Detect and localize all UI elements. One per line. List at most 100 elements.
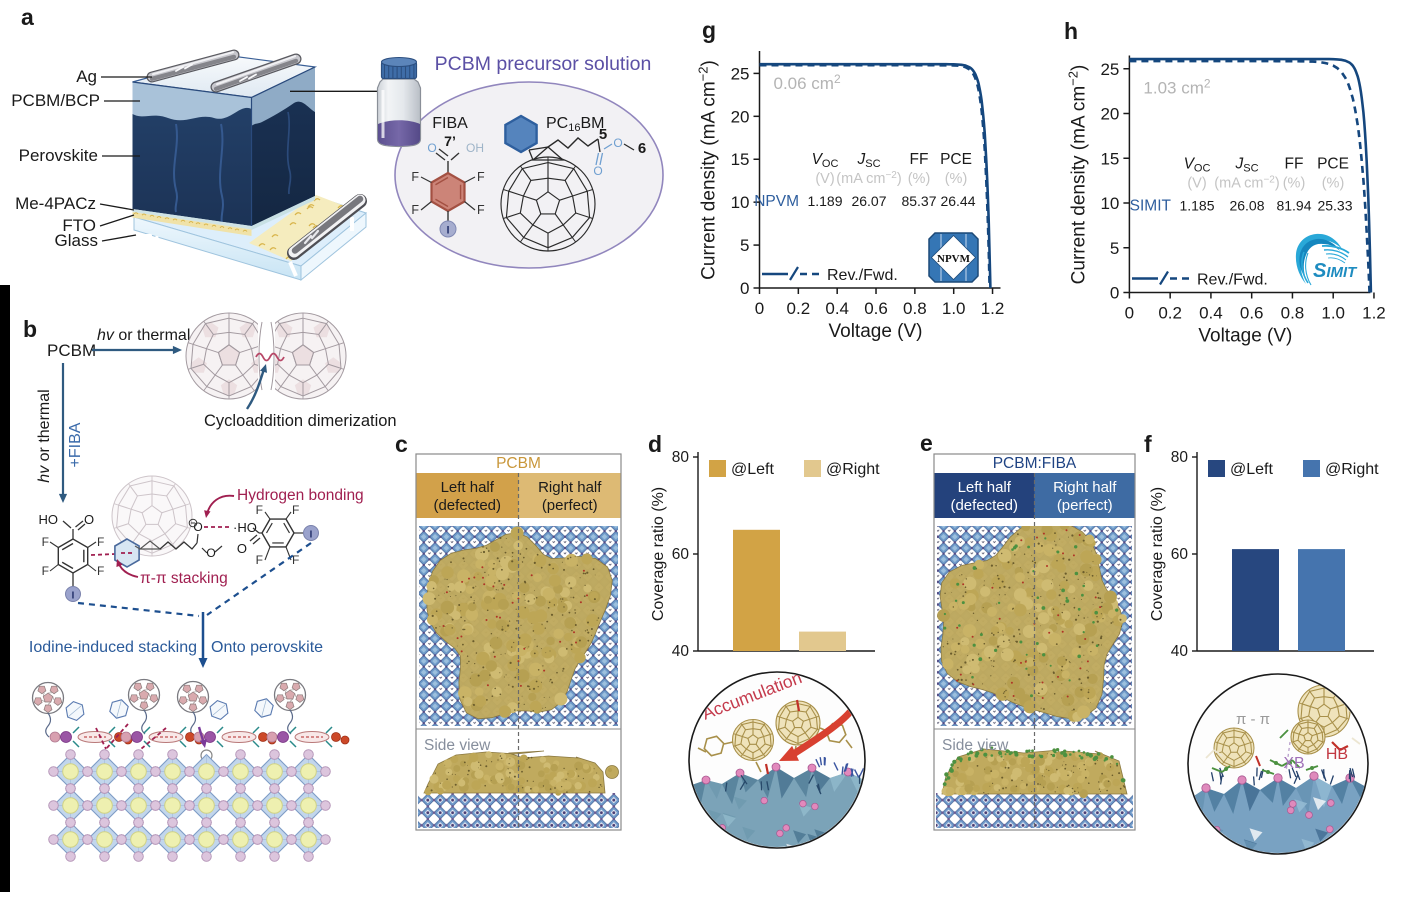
- svg-text:g: g: [702, 17, 716, 43]
- svg-text:26.08: 26.08: [1229, 198, 1264, 214]
- svg-text:O: O: [206, 546, 215, 560]
- svg-text:F: F: [256, 553, 263, 567]
- svg-text:Rev./Fwd.: Rev./Fwd.: [1197, 272, 1268, 289]
- svg-text:Voltage (V): Voltage (V): [1198, 326, 1292, 347]
- svg-text:NPVM: NPVM: [937, 253, 971, 265]
- svg-text:0.4: 0.4: [825, 299, 849, 318]
- svg-text:O: O: [237, 541, 247, 556]
- svg-text:20: 20: [731, 107, 750, 126]
- svg-text:80: 80: [1171, 449, 1189, 466]
- svg-text:I: I: [72, 590, 75, 602]
- svg-text:80: 80: [672, 449, 690, 466]
- svg-text:(perfect): (perfect): [542, 497, 598, 514]
- svg-text:1.189: 1.189: [807, 193, 842, 209]
- svg-text:40: 40: [672, 643, 690, 660]
- svg-text:PCE: PCE: [1317, 156, 1349, 173]
- svg-text:F: F: [477, 170, 485, 184]
- svg-text:I: I: [310, 529, 313, 541]
- svg-text:1.2: 1.2: [981, 299, 1005, 318]
- svg-text:π - π: π - π: [1236, 711, 1270, 728]
- svg-text:(%): (%): [1322, 176, 1345, 192]
- svg-text:f: f: [1144, 431, 1152, 457]
- svg-text:60: 60: [1171, 546, 1189, 563]
- svg-text:(defected): (defected): [950, 497, 1018, 514]
- svg-text:Onto perovskite: Onto perovskite: [211, 639, 323, 656]
- svg-text:Coverage ratio (%): Coverage ratio (%): [650, 487, 667, 621]
- svg-text:0: 0: [755, 299, 764, 318]
- svg-text:81.94: 81.94: [1276, 198, 1311, 214]
- svg-text:@Left: @Left: [1230, 461, 1273, 478]
- svg-text:e: e: [920, 430, 933, 456]
- svg-text:7’: 7’: [444, 133, 456, 149]
- svg-text:O: O: [613, 136, 622, 150]
- svg-text:O: O: [193, 520, 202, 534]
- svg-text:Cycloaddition dimerization: Cycloaddition dimerization: [204, 412, 397, 430]
- svg-text:NPVM: NPVM: [754, 193, 799, 210]
- svg-text:F: F: [97, 535, 104, 549]
- svg-text:0.06 cm2: 0.06 cm2: [774, 72, 841, 93]
- svg-text:(V): (V): [1187, 176, 1206, 192]
- svg-text:O: O: [593, 164, 602, 178]
- svg-text:Left half: Left half: [958, 479, 1012, 496]
- svg-text:0.8: 0.8: [903, 299, 927, 318]
- svg-text:FF: FF: [1285, 156, 1304, 173]
- svg-text:0.6: 0.6: [1240, 304, 1264, 323]
- svg-text:SIMIT: SIMIT: [1130, 198, 1172, 215]
- svg-text:+FIBA: +FIBA: [67, 422, 84, 467]
- svg-text:26.44: 26.44: [940, 193, 975, 209]
- svg-text:Perovskite: Perovskite: [19, 146, 98, 165]
- svg-text:XB: XB: [1283, 755, 1304, 772]
- svg-text:(perfect): (perfect): [1057, 497, 1113, 514]
- svg-text:40: 40: [1171, 643, 1189, 660]
- svg-text:PCBM precursor solution: PCBM precursor solution: [435, 53, 652, 75]
- svg-text:10: 10: [1100, 194, 1119, 213]
- svg-text:26.07: 26.07: [851, 193, 886, 209]
- svg-text:@Left: @Left: [731, 461, 774, 478]
- svg-text:Current density (mA cm−2): Current density (mA cm−2): [1065, 65, 1089, 285]
- svg-text:85.37: 85.37: [901, 193, 936, 209]
- svg-text:Rev./Fwd.: Rev./Fwd.: [827, 267, 898, 284]
- svg-text:0.6: 0.6: [864, 299, 888, 318]
- svg-text:5: 5: [599, 126, 607, 143]
- svg-text:FF: FF: [910, 151, 929, 168]
- svg-text:PCBM/BCP: PCBM/BCP: [11, 91, 100, 110]
- svg-text:HO: HO: [39, 512, 59, 527]
- svg-text:1.03 cm2: 1.03 cm2: [1143, 77, 1210, 98]
- svg-text:F: F: [97, 564, 104, 578]
- svg-text:15: 15: [1100, 149, 1119, 168]
- svg-text:hv or thermal: hv or thermal: [36, 389, 53, 482]
- svg-text:O: O: [427, 141, 436, 155]
- svg-text:0: 0: [740, 279, 749, 298]
- svg-text:FIBA: FIBA: [432, 115, 468, 132]
- svg-text:F: F: [411, 170, 419, 184]
- svg-text:Iodine-induced stacking: Iodine-induced stacking: [29, 639, 197, 656]
- svg-text:Left half: Left half: [441, 479, 495, 496]
- svg-text:F: F: [477, 203, 485, 217]
- svg-text:OH: OH: [466, 141, 484, 155]
- svg-text:0.8: 0.8: [1281, 304, 1305, 323]
- svg-text:10: 10: [731, 193, 750, 212]
- svg-text:Hydrogen bonding: Hydrogen bonding: [237, 487, 364, 504]
- svg-text:60: 60: [672, 546, 690, 563]
- svg-text:25.33: 25.33: [1317, 198, 1352, 214]
- svg-text:1.2: 1.2: [1362, 304, 1386, 323]
- svg-text:F: F: [42, 564, 49, 578]
- svg-text:1.185: 1.185: [1179, 198, 1214, 214]
- svg-text:·HO: ·HO: [233, 520, 257, 535]
- svg-text:25: 25: [1100, 60, 1119, 79]
- svg-text:0: 0: [1125, 304, 1134, 323]
- svg-text:F: F: [411, 203, 419, 217]
- svg-text:h: h: [1064, 18, 1078, 44]
- svg-text:Coverage ratio (%): Coverage ratio (%): [1149, 487, 1166, 621]
- svg-text:hv or thermal: hv or thermal: [97, 327, 190, 344]
- svg-text:(%): (%): [1283, 176, 1306, 192]
- svg-text:(%): (%): [945, 171, 968, 187]
- svg-text:a: a: [21, 4, 34, 30]
- svg-text:0: 0: [1110, 284, 1119, 303]
- svg-text:Me-4PACz: Me-4PACz: [15, 194, 96, 213]
- svg-text:F: F: [42, 535, 49, 549]
- svg-text:Glass: Glass: [55, 231, 98, 250]
- svg-text:π-π stacking: π-π stacking: [140, 570, 228, 587]
- svg-text:1.0: 1.0: [1321, 304, 1345, 323]
- svg-text:Ag: Ag: [76, 67, 97, 86]
